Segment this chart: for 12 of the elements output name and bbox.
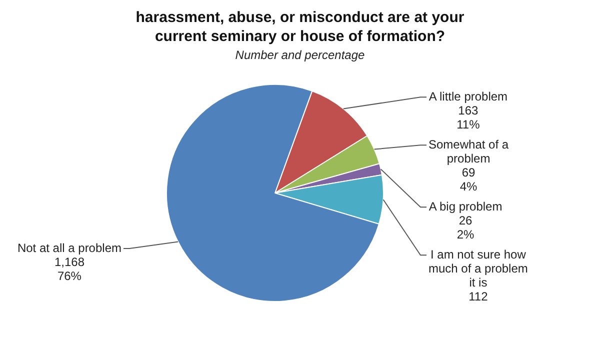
- slice-label: Somewhat of a problem: [428, 137, 509, 166]
- data-label: 112: [468, 289, 488, 304]
- data-label: 26 2%: [456, 213, 475, 242]
- data-label: 1,168 76%: [54, 254, 85, 283]
- slice-label: I am not sure how much of a problem it is: [428, 247, 528, 290]
- slice-label: A little problem: [428, 89, 508, 104]
- slice-label: A big problem: [428, 199, 502, 214]
- slice-label: Not at all a problem: [17, 240, 122, 255]
- chart-title: harassment, abuse, or misconduct are at your current seminary or house of formation?: [134, 8, 466, 46]
- chart-subtitle: Number and percentage: [234, 48, 366, 62]
- data-label: 69 4%: [460, 165, 478, 194]
- data-label: 163 11%: [456, 103, 480, 132]
